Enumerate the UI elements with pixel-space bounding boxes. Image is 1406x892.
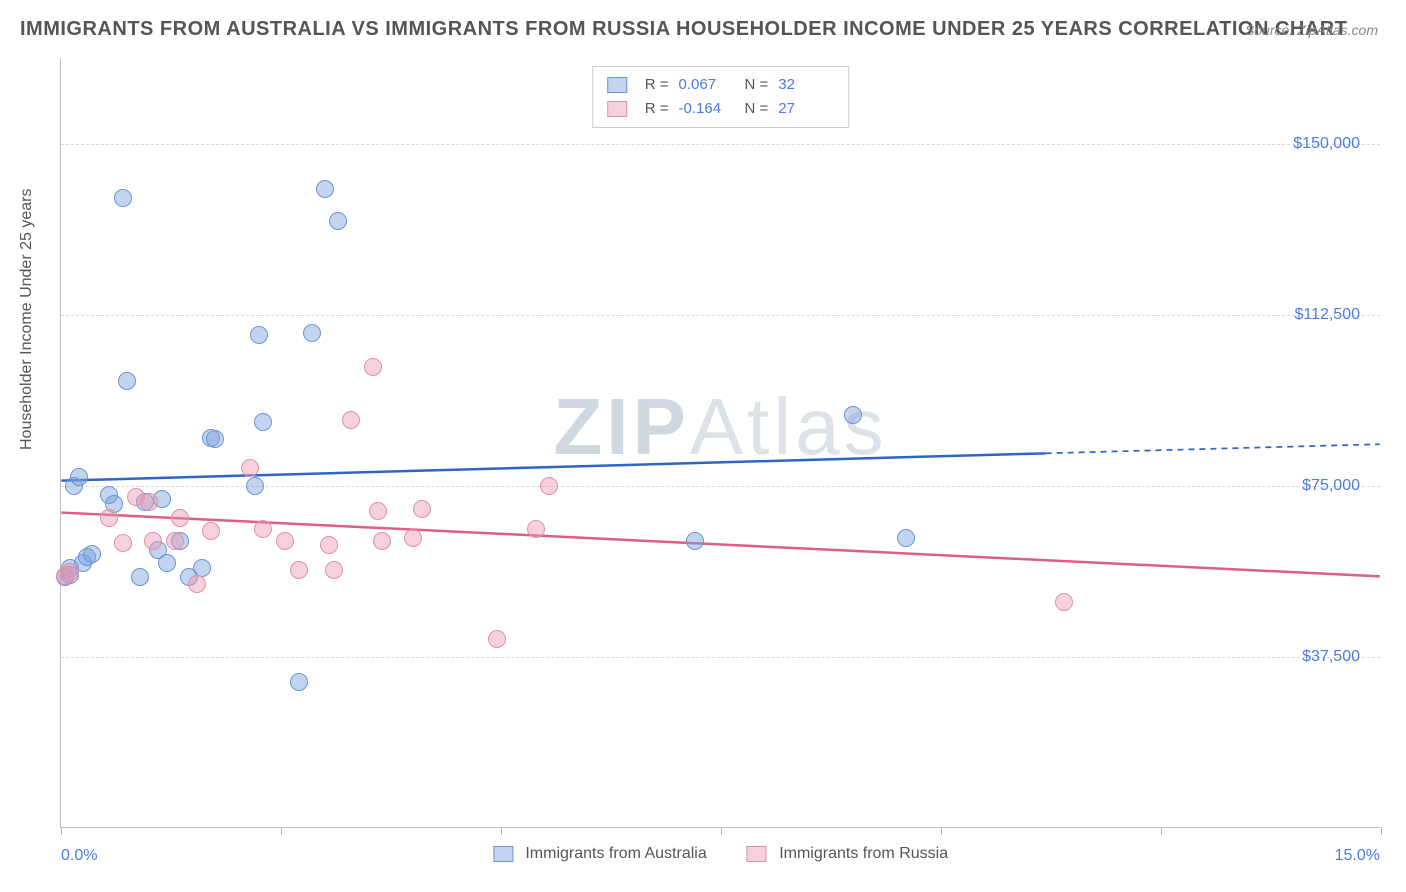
data-point-australia	[290, 673, 308, 691]
data-point-australia	[83, 545, 101, 563]
trend-line	[61, 453, 1045, 480]
trend-line	[1046, 444, 1380, 453]
y-tick-label: $112,500	[1294, 306, 1360, 324]
x-tick	[1381, 827, 1382, 835]
legend-label: Immigrants from Russia	[779, 845, 948, 862]
data-point-russia	[188, 575, 206, 593]
x-tick	[941, 827, 942, 835]
gridline	[61, 315, 1380, 316]
data-point-australia	[303, 324, 321, 342]
data-point-russia	[140, 493, 158, 511]
data-point-russia	[166, 532, 184, 550]
data-point-russia	[290, 561, 308, 579]
r-value: 0.067	[679, 73, 735, 97]
r-value: -0.164	[679, 97, 735, 121]
n-label: N =	[745, 97, 769, 121]
data-point-australia	[897, 529, 915, 547]
data-point-australia	[131, 568, 149, 586]
legend-label: Immigrants from Australia	[525, 845, 706, 862]
data-point-russia	[171, 509, 189, 527]
data-point-australia	[250, 326, 268, 344]
data-point-russia	[540, 477, 558, 495]
x-tick	[721, 827, 722, 835]
y-tick-label: $75,000	[1302, 477, 1360, 495]
data-point-russia	[320, 536, 338, 554]
data-point-russia	[325, 561, 343, 579]
data-point-australia	[254, 413, 272, 431]
correlation-legend-row-russia: R = -0.164 N = 27	[607, 97, 835, 121]
data-point-russia	[342, 411, 360, 429]
watermark-bold: ZIP	[553, 382, 689, 471]
data-point-australia	[158, 554, 176, 572]
data-point-russia	[364, 358, 382, 376]
x-axis-min-label: 0.0%	[61, 847, 97, 865]
data-point-russia	[369, 502, 387, 520]
data-point-australia	[329, 212, 347, 230]
n-label: N =	[745, 73, 769, 97]
data-point-australia	[118, 372, 136, 390]
series-legend: Immigrants from Australia Immigrants fro…	[493, 845, 948, 863]
y-tick-label: $37,500	[1302, 648, 1360, 666]
data-point-russia	[413, 500, 431, 518]
data-point-australia	[246, 477, 264, 495]
data-point-russia	[144, 532, 162, 550]
data-point-australia	[70, 468, 88, 486]
data-point-russia	[1055, 593, 1073, 611]
r-label: R =	[645, 97, 669, 121]
x-tick	[1161, 827, 1162, 835]
r-label: R =	[645, 73, 669, 97]
data-point-russia	[276, 532, 294, 550]
data-point-russia	[100, 509, 118, 527]
data-point-russia	[404, 529, 422, 547]
data-point-russia	[61, 563, 79, 581]
gridline	[61, 657, 1380, 658]
n-value: 32	[778, 73, 834, 97]
data-point-russia	[373, 532, 391, 550]
trend-lines-layer	[61, 58, 1380, 827]
swatch-icon	[607, 77, 627, 93]
gridline	[61, 144, 1380, 145]
x-tick	[281, 827, 282, 835]
data-point-australia	[316, 180, 334, 198]
swatch-icon	[607, 101, 627, 117]
correlation-legend: R = 0.067 N = 32 R = -0.164 N = 27	[592, 66, 850, 128]
legend-item-australia: Immigrants from Australia	[493, 845, 707, 863]
swatch-icon	[493, 846, 513, 862]
data-point-australia	[844, 406, 862, 424]
data-point-russia	[114, 534, 132, 552]
n-value: 27	[778, 97, 834, 121]
scatter-plot-area: ZIPAtlas R = 0.067 N = 32 R = -0.164 N =…	[60, 58, 1380, 828]
chart-title: IMMIGRANTS FROM AUSTRALIA VS IMMIGRANTS …	[20, 18, 1347, 41]
data-point-australia	[206, 430, 224, 448]
swatch-icon	[747, 846, 767, 862]
legend-item-russia: Immigrants from Russia	[747, 845, 948, 863]
source-attribution: Source: ZipAtlas.com	[1245, 22, 1378, 38]
y-axis-label: Householder Income Under 25 years	[18, 189, 36, 450]
data-point-russia	[241, 459, 259, 477]
x-tick	[61, 827, 62, 835]
y-tick-label: $150,000	[1293, 135, 1360, 153]
correlation-legend-row-australia: R = 0.067 N = 32	[607, 73, 835, 97]
watermark-rest: Atlas	[690, 382, 888, 471]
data-point-australia	[686, 532, 704, 550]
data-point-australia	[114, 189, 132, 207]
data-point-russia	[488, 630, 506, 648]
x-tick	[501, 827, 502, 835]
data-point-russia	[254, 520, 272, 538]
data-point-russia	[202, 522, 220, 540]
data-point-russia	[527, 520, 545, 538]
watermark: ZIPAtlas	[553, 381, 887, 473]
x-axis-max-label: 15.0%	[1335, 847, 1380, 865]
